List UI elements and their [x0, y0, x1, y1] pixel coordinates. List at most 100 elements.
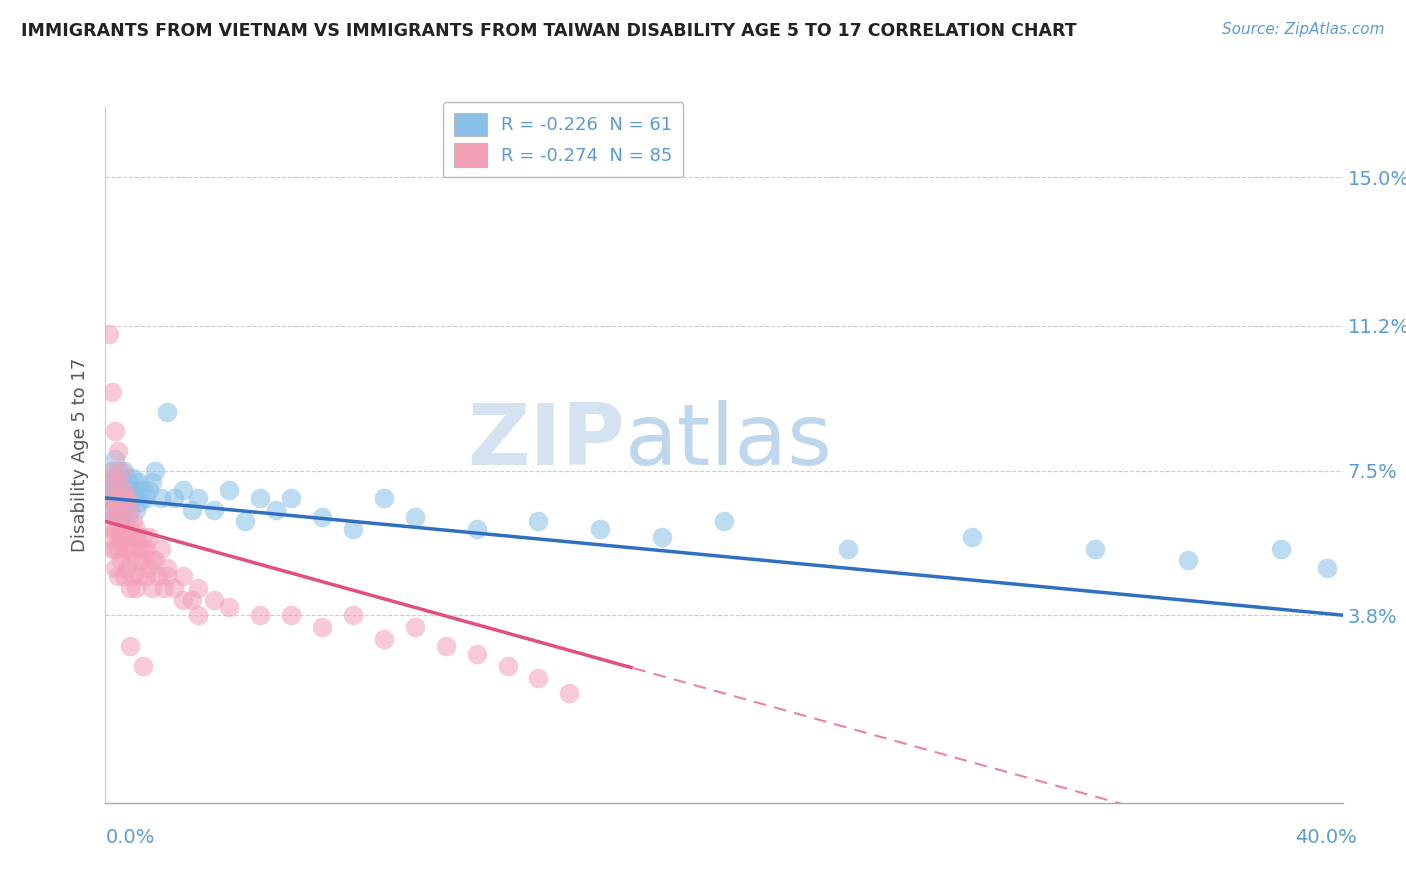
Point	[465, 522, 488, 536]
Point	[120, 502, 142, 516]
Point	[104, 522, 127, 536]
Point	[1084, 541, 1107, 556]
Point	[125, 530, 148, 544]
Point	[104, 510, 127, 524]
Point	[115, 491, 138, 505]
Point	[112, 483, 135, 497]
Point	[162, 491, 184, 505]
Point	[97, 530, 120, 544]
Point	[115, 530, 138, 544]
Point	[112, 541, 135, 556]
Point	[1270, 541, 1292, 556]
Point	[960, 530, 983, 544]
Point	[156, 561, 179, 575]
Point	[527, 671, 550, 685]
Point	[249, 491, 271, 505]
Point	[110, 491, 132, 505]
Point	[1316, 561, 1339, 575]
Point	[131, 541, 153, 556]
Point	[373, 632, 395, 646]
Point	[218, 483, 240, 497]
Point	[120, 553, 142, 567]
Point	[713, 514, 735, 528]
Point	[187, 581, 209, 595]
Point	[131, 483, 153, 497]
Point	[172, 592, 194, 607]
Point	[107, 541, 129, 556]
Point	[120, 581, 142, 595]
Point	[122, 471, 145, 485]
Point	[122, 514, 145, 528]
Point	[172, 569, 194, 583]
Point	[128, 569, 150, 583]
Point	[110, 530, 132, 544]
Point	[138, 483, 160, 497]
Text: 40.0%: 40.0%	[1295, 828, 1357, 847]
Point	[404, 510, 426, 524]
Point	[122, 541, 145, 556]
Point	[110, 475, 132, 490]
Point	[280, 608, 302, 623]
Text: ZIP: ZIP	[467, 400, 626, 483]
Point	[100, 541, 122, 556]
Point	[104, 491, 127, 505]
Point	[404, 620, 426, 634]
Point	[122, 569, 145, 583]
Point	[187, 608, 209, 623]
Point	[107, 502, 129, 516]
Point	[120, 483, 142, 497]
Point	[100, 464, 122, 478]
Point	[156, 569, 179, 583]
Point	[496, 659, 519, 673]
Point	[97, 491, 120, 505]
Point	[107, 475, 129, 490]
Point	[104, 510, 127, 524]
Point	[138, 561, 160, 575]
Point	[120, 502, 142, 516]
Point	[125, 502, 148, 516]
Point	[249, 608, 271, 623]
Point	[138, 530, 160, 544]
Point	[311, 510, 333, 524]
Point	[110, 510, 132, 524]
Point	[110, 502, 132, 516]
Point	[112, 491, 135, 505]
Point	[131, 530, 153, 544]
Point	[107, 483, 129, 497]
Point	[110, 522, 132, 536]
Point	[107, 530, 129, 544]
Point	[112, 464, 135, 478]
Point	[589, 522, 612, 536]
Point	[280, 491, 302, 505]
Point	[125, 483, 148, 497]
Point	[141, 553, 163, 567]
Point	[100, 522, 122, 536]
Point	[342, 522, 364, 536]
Point	[143, 464, 166, 478]
Point	[100, 502, 122, 516]
Text: IMMIGRANTS FROM VIETNAM VS IMMIGRANTS FROM TAIWAN DISABILITY AGE 5 TO 17 CORRELA: IMMIGRANTS FROM VIETNAM VS IMMIGRANTS FR…	[21, 22, 1077, 40]
Point	[202, 502, 225, 516]
Point	[104, 491, 127, 505]
Point	[150, 541, 173, 556]
Point	[187, 491, 209, 505]
Legend: R = -0.226  N = 61, R = -0.274  N = 85: R = -0.226 N = 61, R = -0.274 N = 85	[443, 103, 683, 178]
Text: Source: ZipAtlas.com: Source: ZipAtlas.com	[1222, 22, 1385, 37]
Point	[104, 425, 127, 439]
Point	[128, 541, 150, 556]
Point	[120, 640, 142, 654]
Point	[146, 569, 169, 583]
Point	[110, 464, 132, 478]
Point	[125, 553, 148, 567]
Point	[115, 541, 138, 556]
Point	[120, 522, 142, 536]
Point	[112, 502, 135, 516]
Point	[100, 491, 122, 505]
Text: atlas: atlas	[626, 400, 834, 483]
Point	[837, 541, 859, 556]
Point	[172, 483, 194, 497]
Point	[135, 569, 157, 583]
Point	[141, 581, 163, 595]
Point	[434, 640, 457, 654]
Point	[153, 581, 176, 595]
